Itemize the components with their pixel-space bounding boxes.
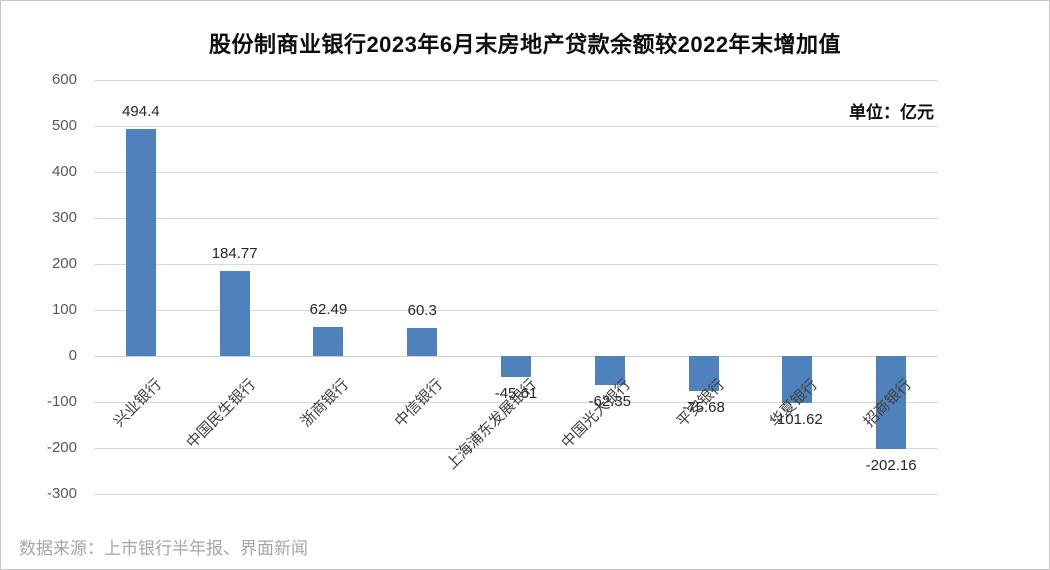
gridline	[94, 218, 938, 219]
y-axis-tick-label: -100	[46, 393, 77, 410]
data-source-note: 数据来源：上市银行半年报、界面新闻	[19, 539, 308, 558]
y-axis-tick-label: 0	[68, 347, 77, 364]
bar	[407, 328, 438, 356]
y-axis-tick-label: 100	[51, 301, 77, 318]
category-label: 中国光大银行	[558, 376, 634, 452]
y-axis-tick-label: 300	[51, 209, 77, 226]
bar-value-label: -45.61	[494, 384, 538, 402]
category-label: 浙商银行	[298, 376, 353, 431]
bar	[688, 356, 719, 391]
bar	[313, 327, 344, 356]
gridline	[94, 264, 938, 265]
gridline	[94, 494, 938, 495]
y-axis-tick-label: -300	[46, 485, 77, 502]
bar	[876, 356, 907, 449]
gridline	[94, 310, 938, 311]
gridline	[94, 402, 938, 403]
bar-value-label: -62.35	[588, 392, 632, 410]
y-axis-tick-label: 600	[51, 71, 77, 88]
bar-value-label: 184.77	[211, 245, 258, 262]
gridline	[94, 126, 938, 127]
bar	[594, 356, 625, 385]
bar	[125, 128, 156, 356]
y-axis-tick-label: -200	[46, 439, 77, 456]
gridline	[94, 172, 938, 173]
gridline	[94, 80, 938, 81]
bar-value-label: -101.62	[771, 410, 823, 428]
y-axis-tick-label: 400	[51, 163, 77, 180]
unit-label: 单位：亿元	[849, 103, 934, 122]
bar	[219, 271, 250, 356]
bar	[501, 356, 531, 377]
bar-value-label: -75.68	[682, 398, 725, 416]
bar-value-label: 494.4	[122, 102, 160, 120]
category-label: 中国民生银行	[183, 376, 259, 452]
category-label: 中信银行	[391, 376, 447, 431]
y-axis-tick-label: 200	[51, 255, 77, 272]
category-label: 兴业银行	[110, 376, 165, 431]
bar	[782, 356, 813, 403]
bar-value-label: 62.49	[309, 301, 348, 319]
bar-value-label: 60.3	[407, 302, 437, 320]
gridline	[94, 448, 938, 449]
chart-title: 股份制商业银行2023年6月末房地产贷款余额较2022年末增加值	[208, 32, 842, 57]
bar-value-label: -202.16	[865, 456, 917, 474]
y-axis-tick-label: 500	[51, 117, 77, 134]
